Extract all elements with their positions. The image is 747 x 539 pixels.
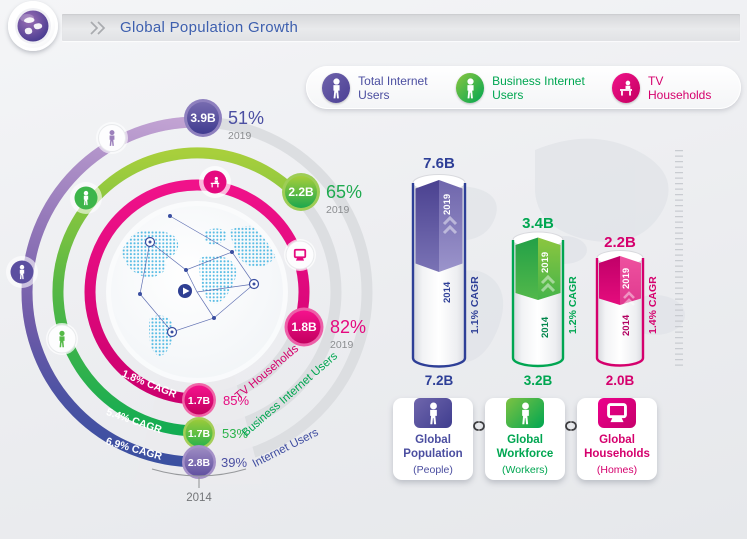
page-title: Global Population Growth xyxy=(120,19,299,36)
growth-chevrons-icon xyxy=(623,291,635,306)
node-business-2014: 1.7B xyxy=(183,417,215,449)
globe-icon xyxy=(15,8,51,44)
legend-item-total-internet-users: Total Internet Users xyxy=(322,72,456,103)
pct-business-2014: 53% xyxy=(222,426,248,441)
cagr-label: 1.1% CAGR xyxy=(469,276,481,334)
cylinder-global-population: 7.6B 2019 2014 1.1% CAGR 7.2B xyxy=(411,155,481,388)
legend-item-tv-households: TV Households xyxy=(611,72,725,103)
legend: Total Internet Users Business Internet U… xyxy=(306,66,741,109)
badge-person-green xyxy=(46,323,78,355)
card-title-line1: Global xyxy=(415,434,451,446)
radial-rings-chart: 1.8% CAGR 5.4% CAGR 6.9% CAGR xyxy=(6,99,373,504)
card-subtitle: (Workers) xyxy=(502,463,548,476)
double-chevron-icon xyxy=(90,20,106,35)
globe-logo xyxy=(8,1,58,51)
card-global-population: Global Population (People) xyxy=(393,398,473,480)
value-2019: 2.2B xyxy=(604,234,636,251)
value-label: 2.8B xyxy=(188,457,211,469)
person-icon xyxy=(455,72,485,103)
value-label: 1.8B xyxy=(291,320,317,334)
chain-link-icon xyxy=(565,421,577,431)
pct-business-2019: 65% xyxy=(326,182,362,202)
year-2014-label: 2014 xyxy=(540,316,551,338)
value-label: 1.7B xyxy=(188,395,211,407)
year-2014-label: 2014 xyxy=(621,314,632,336)
year-2019-label: 2019 xyxy=(621,268,632,289)
node-internet-2014: 2.8B xyxy=(182,445,216,479)
year-tv-2019: 2019 xyxy=(330,339,354,351)
pct-internet-2014: 39% xyxy=(221,455,247,470)
year-2019-label: 2019 xyxy=(442,194,453,215)
cylinder-bar-chart: 7.6B 2019 2014 1.1% CAGR 7.2B 3.4B 2019 … xyxy=(411,150,683,388)
value-label: 1.7B xyxy=(188,428,211,440)
cagr-label: 1.4% CAGR xyxy=(647,276,659,334)
network-nodes xyxy=(138,214,260,338)
badge-person-lavender xyxy=(96,122,128,154)
year-internet-2019: 2019 xyxy=(228,130,252,142)
cylinder-global-workforce: 3.4B 2019 2014 1.2% CAGR 3.2B xyxy=(511,215,579,388)
value-2019: 7.6B xyxy=(423,155,455,172)
pct-tv-2019: 82% xyxy=(330,317,366,337)
node-business-2019: 2.2B xyxy=(282,173,320,211)
card-subtitle: (People) xyxy=(413,463,453,476)
value-2014: 2.0B xyxy=(606,373,635,388)
badge-monitor xyxy=(284,239,316,271)
card-title-line2: Households xyxy=(584,448,650,461)
year-2019-label: 2019 xyxy=(540,252,551,273)
tv-desk-icon xyxy=(611,72,640,103)
card-title-line2: Population xyxy=(403,448,463,461)
baseline-year: 2014 xyxy=(186,492,212,504)
card-global-workforce: Global Workforce (Workers) xyxy=(485,398,565,480)
person-icon xyxy=(322,72,351,103)
series-label-business: Business Internet Users xyxy=(240,350,340,439)
badge-tv-desk xyxy=(199,166,231,198)
value-label: 2.2B xyxy=(288,185,314,199)
node-tv-2014: 1.7B xyxy=(182,383,216,417)
cagr-label: 1.2% CAGR xyxy=(567,276,579,334)
network-overlay xyxy=(139,215,255,333)
card-title-line1: Global xyxy=(507,434,543,446)
card-title-line1: Global xyxy=(599,434,635,446)
value-label: 3.9B xyxy=(190,111,216,125)
node-tv-2019: 1.8B xyxy=(284,307,324,347)
header-bar: Global Population Growth xyxy=(62,14,740,41)
worker-icon xyxy=(506,398,544,428)
baseline-bracket xyxy=(151,468,247,488)
monitor-icon xyxy=(598,398,636,428)
card-global-households: Global Households (Homes) xyxy=(577,398,657,480)
year-2014-label: 2014 xyxy=(442,281,453,303)
year-business-2019: 2019 xyxy=(326,204,350,216)
card-subtitle: (Homes) xyxy=(596,463,638,476)
legend-item-business-internet-users: Business Internet Users xyxy=(455,72,612,103)
node-internet-2019: 3.9B xyxy=(184,99,222,137)
legend-label: Business Internet Users xyxy=(492,73,585,102)
pct-internet-2019: 51% xyxy=(228,108,264,128)
person-icon xyxy=(414,398,452,428)
value-2019: 3.4B xyxy=(522,215,554,232)
chain-link-icon xyxy=(473,421,485,431)
card-title-line2: Workforce xyxy=(496,448,554,461)
pct-tv-2014: 85% xyxy=(223,393,249,408)
badge-person-purple-circle xyxy=(6,256,38,288)
continents xyxy=(120,225,279,356)
legend-label: Total Internet Users xyxy=(358,73,428,102)
legend-label: TV Households xyxy=(647,73,712,102)
growth-chevrons-icon xyxy=(540,274,556,293)
value-2014: 7.2B xyxy=(425,373,454,388)
value-2014: 3.2B xyxy=(524,373,553,388)
growth-chevrons-icon xyxy=(442,215,458,235)
globe-center-node xyxy=(175,281,195,301)
cylinder-global-households: 2.2B 2019 2014 1.4% CAGR 2.0B xyxy=(595,234,659,388)
globe xyxy=(106,201,288,383)
arc-business-internet-users xyxy=(52,147,302,437)
badge-person-green-circle xyxy=(70,182,102,214)
